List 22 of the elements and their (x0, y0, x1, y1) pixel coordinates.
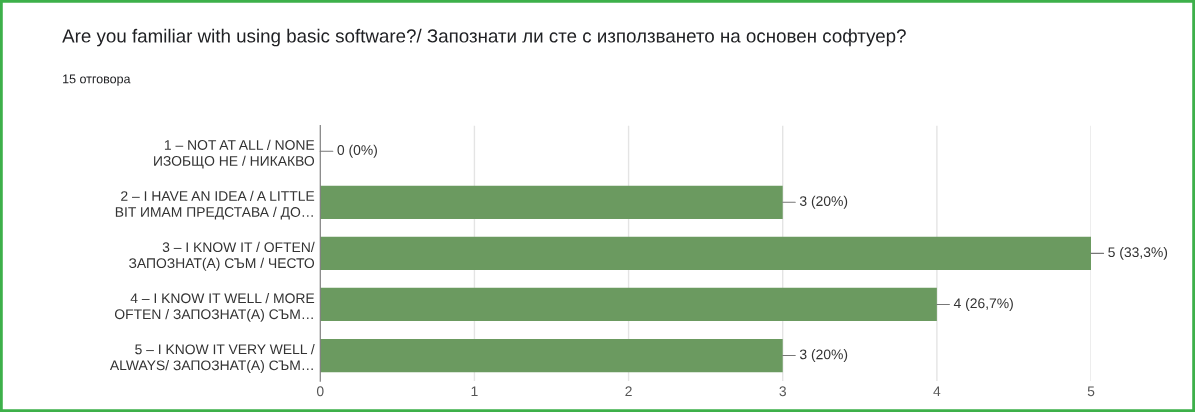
data-label: 5 (33,3%) (1108, 246, 1168, 260)
bar (320, 236, 1092, 270)
y-tick-label: 4 – I KNOW IT WELL / MORE OFTEN / ЗАПОЗНАТ(А) СЪМ… (114, 292, 315, 322)
x-tick-label: 5 (1087, 386, 1095, 397)
data-label: 0 (0%) (337, 144, 377, 158)
y-tick-label: 2 – I HAVE AN IDEA / A LITTLE BIT ИМАМ ПРЕДСТАВА / ДО… (115, 190, 315, 220)
y-tick-label: 1 – NOT AT ALL / NONE ИЗОБЩО НЕ / НИКАКВО (154, 139, 315, 169)
x-tick-label: 1 (471, 386, 478, 397)
x-tick-label: 4 (933, 386, 941, 397)
x-tick-label: 3 (779, 386, 786, 397)
x-tick-label: 0 (316, 386, 324, 397)
bar (320, 185, 783, 219)
bar (320, 338, 783, 373)
x-tick-label: 2 (625, 386, 632, 397)
text: 15 отговора (63, 74, 131, 86)
y-tick-label: 5 – I KNOW IT VERY WELL / ALWAYS/ ЗАПОЗНАТ(А) СЪМ… (109, 344, 315, 373)
chart-title: Are you familiar with using basic software?/ Запознати ли сте с използването на основен софтуер? (62, 28, 906, 47)
data-label: 3 (20%) (799, 349, 848, 363)
data-label: 3 (20%) (799, 195, 848, 209)
data-label: 4 (26,7%) (953, 297, 1013, 311)
bar (320, 287, 937, 322)
y-tick-label: 3 – I KNOW IT / OFTEN/ ЗАПОЗНАТ(А) СЪМ / ЧЕСТО (128, 241, 315, 271)
